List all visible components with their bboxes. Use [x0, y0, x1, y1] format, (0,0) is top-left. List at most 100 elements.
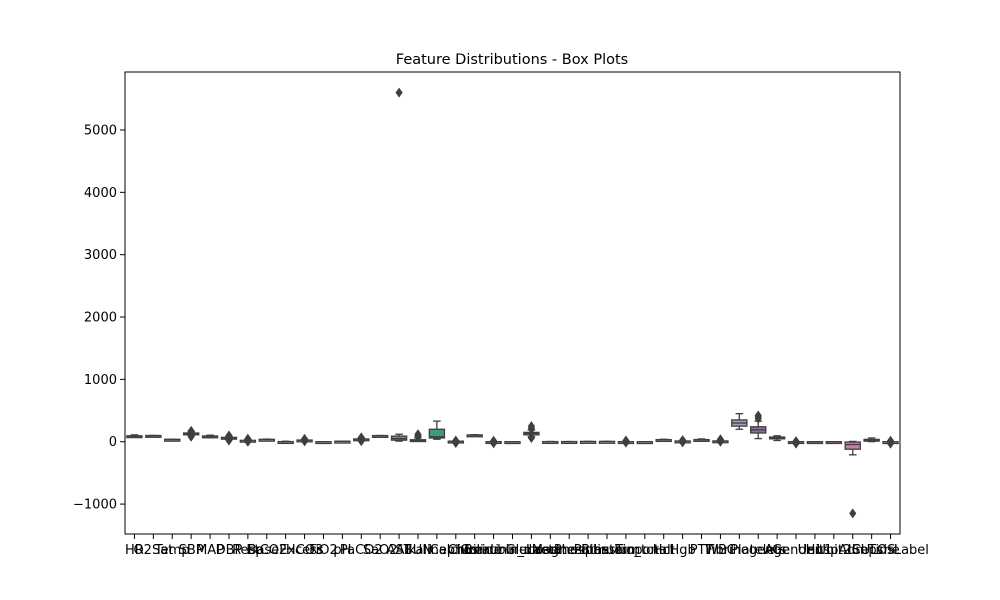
x-tick-label: Resp: [232, 543, 263, 558]
outlier-point: [414, 429, 422, 440]
x-tick-label: Glucose: [506, 543, 558, 558]
box-Phosphate: [579, 440, 597, 444]
y-tick-label: 2000: [84, 311, 117, 326]
outlier-point: [527, 432, 535, 443]
outlier-point: [622, 435, 630, 446]
outlier-point: [490, 435, 498, 446]
x-tick-label: Platelets: [730, 543, 786, 558]
x-tick-label: DBP: [216, 543, 243, 558]
x-tick-label: MAP: [196, 543, 224, 558]
plot-frame: [124, 71, 901, 535]
y-tick-label: 1000: [84, 373, 117, 388]
box-Fibrinogen: [731, 413, 748, 430]
box-BaseExcess: [277, 440, 294, 445]
box-Temp: [164, 438, 181, 442]
box-AST: [390, 87, 408, 442]
box-HospAdmTime: [844, 440, 861, 519]
x-tick-label: Chloride: [448, 543, 502, 558]
box-Glucose: [523, 421, 540, 443]
outlier-point: [679, 435, 687, 446]
x-tick-label: PTT: [690, 543, 714, 558]
outlier-point: [395, 87, 403, 98]
box-SBP: [182, 425, 200, 442]
x-tick-label: BaseExcess: [248, 543, 324, 558]
x-tick-label: Bilirubin_total: [581, 543, 671, 558]
x-tick-label: Fibrinogen: [705, 543, 773, 558]
x-tick-label: SBP: [179, 543, 204, 558]
box-Unit2: [825, 441, 843, 445]
x-tick-label: SepsisLabel: [852, 543, 929, 558]
x-tick-label: Hct: [653, 543, 675, 558]
outlier-point: [244, 433, 252, 444]
outlier-point: [886, 435, 895, 446]
box-Potassium: [598, 440, 616, 444]
box-Chloride: [466, 434, 483, 438]
x-tick-label: Calcium: [430, 543, 482, 558]
y-tick-label: 5000: [84, 123, 117, 138]
x-tick-label: WBC: [705, 543, 736, 558]
box-HCO3: [296, 433, 313, 447]
box-Creatinine: [485, 435, 502, 449]
box-Age: [768, 435, 786, 442]
box-Platelets: [750, 410, 767, 440]
x-tick-label: Temp: [154, 543, 190, 558]
outlier-point: [527, 421, 535, 432]
x-tick-label: Creatinine: [460, 543, 527, 558]
x-tick-label: Unit2: [816, 543, 851, 558]
box-Unit1: [806, 441, 824, 445]
box-EtCO2: [258, 438, 275, 442]
x-tick-label: Potassium: [574, 543, 640, 558]
x-tick-label: Phosphate: [554, 543, 622, 558]
x-tick-label: ICULOS: [848, 543, 896, 558]
box-Bilirubin_total: [617, 435, 635, 448]
x-tick-label: TroponinI: [614, 543, 674, 558]
box-FiO2: [315, 441, 332, 445]
box-Hgb: [674, 435, 691, 448]
box-Resp: [239, 433, 257, 447]
x-tick-label: FiO2: [309, 543, 338, 558]
y-tick-label: −1000: [73, 498, 117, 513]
x-tick-label: BUN: [404, 543, 432, 558]
box-Bilirubin_direct: [504, 441, 521, 445]
outlier-point: [357, 432, 365, 443]
x-tick-label: AST: [387, 543, 412, 558]
box-Gender: [787, 436, 805, 449]
x-tick-label: EtCO2: [246, 543, 287, 558]
outlier-point: [301, 433, 309, 444]
box-TroponinI: [636, 441, 654, 445]
x-tick-label: HospAdmTime: [806, 543, 900, 558]
y-tick-label: 0: [109, 435, 117, 450]
box-O2Sat: [145, 434, 162, 438]
box-body: [428, 428, 446, 439]
x-tick-label: Age: [765, 543, 790, 558]
x-tick-label: Unit1: [798, 543, 833, 558]
x-tick-label: PaCO2: [340, 543, 383, 558]
outlier-point: [452, 435, 460, 446]
box-SaO2: [371, 434, 389, 439]
box-body: [844, 441, 861, 450]
chart-title: Feature Distributions - Box Plots: [396, 52, 628, 68]
box-WBC: [712, 434, 729, 447]
outlier-point: [754, 410, 762, 421]
box-Hct: [655, 438, 672, 443]
outlier-point: [792, 436, 800, 447]
outlier-point: [716, 434, 724, 445]
plot-area: [126, 87, 899, 519]
outlier-point: [187, 425, 195, 436]
x-tick-label: Hgb: [669, 543, 695, 558]
x-tick-label: pH: [333, 543, 351, 558]
x-tick-label: Bilirubin_direct: [464, 543, 561, 558]
x-tick-label: HR: [125, 543, 144, 558]
y-axis: −1000 0 1000 2000 3000 4000 5000: [73, 123, 125, 513]
box-ICULOS: [863, 437, 880, 443]
box-Magnesium: [560, 440, 578, 445]
outlier-point: [849, 508, 857, 519]
y-tick-label: 3000: [84, 248, 117, 263]
outlier-point: [225, 430, 233, 441]
x-tick-label: Lactate: [526, 543, 575, 558]
box-HR: [126, 434, 143, 439]
x-tick-label: O2Sat: [133, 543, 173, 558]
box-PTT: [693, 438, 710, 442]
